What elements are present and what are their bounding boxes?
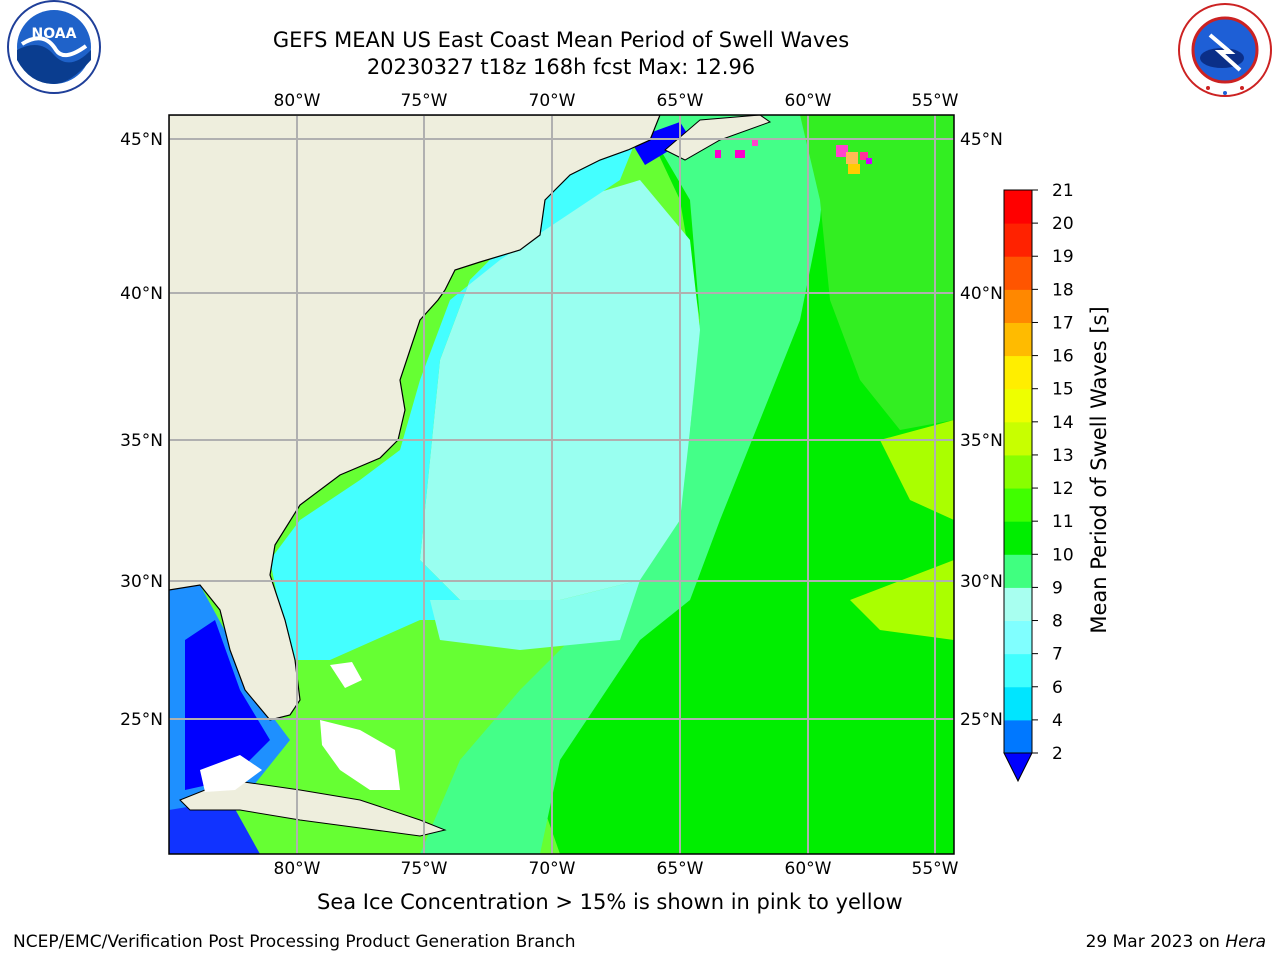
lat-label: 25°N	[960, 710, 1003, 730]
colorbar-min-arrow	[1003, 752, 1033, 783]
colorbar-segment	[1004, 256, 1032, 290]
colorbar-segment	[1004, 719, 1032, 754]
colorbar-tick-label: 20	[1052, 214, 1074, 234]
colorbar-segment	[1004, 454, 1032, 489]
cuba-land	[179, 779, 447, 837]
colorbar-label: Mean Period of Swell Waves [s]	[1087, 306, 1111, 633]
lon-label: 80°W	[274, 91, 321, 111]
swell-field-8s-south	[430, 580, 640, 650]
colorbar-segment	[1004, 388, 1032, 423]
colorbar-tick-label: 2	[1052, 744, 1063, 764]
lon-label: 80°W	[274, 859, 321, 879]
lon-label: 65°W	[657, 859, 704, 879]
north-america-land	[169, 115, 661, 721]
sea-ice-note: Sea Ice Concentration > 15% is shown in …	[317, 890, 903, 914]
bahamas-nodata-north	[330, 662, 362, 688]
colorbar-tick-label: 16	[1052, 347, 1074, 367]
colorbar-tick-label: 21	[1052, 181, 1074, 201]
colorbar-segment	[1004, 223, 1032, 257]
map-frame	[168, 114, 955, 855]
nws-logo	[1178, 3, 1272, 97]
caribbean-swell-low	[169, 800, 260, 854]
colorbar-segment	[1004, 653, 1032, 688]
colorbar-tick-label: 18	[1052, 280, 1074, 300]
noaa-logo: NOAA	[7, 0, 101, 94]
colorbar-segment	[1004, 587, 1032, 622]
swell-field-green-9	[420, 115, 830, 854]
organization-credit: NCEP/EMC/Verification Post Processing Pr…	[13, 932, 576, 952]
colorbar: 2 4 6 7 8 9 10 11 12 13 14 15 16 17 18 19 20 21	[1003, 181, 1074, 783]
swell-field-green-east	[800, 115, 954, 430]
lon-label: 75°W	[401, 91, 448, 111]
colorbar-tick-label: 13	[1052, 446, 1074, 466]
sea-ice-markers	[715, 140, 872, 174]
map-plot-area	[169, 115, 954, 854]
lat-labels-left: 45°N 40°N 35°N 30°N 25°N	[120, 130, 163, 730]
lat-label: 45°N	[120, 130, 163, 150]
gulf-of-maine-swell-low	[630, 122, 690, 165]
noaa-logo-text: NOAA	[32, 26, 77, 42]
lon-label: 55°W	[912, 859, 959, 879]
forecast-subtitle: 20230327 t18z 168h fcst Max: 12.96	[366, 55, 756, 79]
lon-label: 55°W	[912, 91, 959, 111]
colorbar-tick-label: 10	[1052, 545, 1074, 565]
colorbar-tick-label: 8	[1052, 612, 1063, 632]
swell-field-6s	[270, 130, 640, 660]
lon-label: 60°W	[785, 859, 832, 879]
colorbar-tick-label: 4	[1052, 711, 1063, 731]
colorbar-segment	[1004, 421, 1032, 456]
colorbar-tick-label: 15	[1052, 380, 1074, 400]
colorbar-segment	[1004, 488, 1032, 522]
colorbar-segment	[1004, 355, 1032, 390]
lon-label: 65°W	[657, 91, 704, 111]
graticule	[169, 115, 954, 854]
lon-label: 75°W	[401, 859, 448, 879]
lat-labels-right: 45°N 40°N 35°N 30°N 25°N	[960, 130, 1003, 730]
lat-label: 30°N	[960, 572, 1003, 592]
generation-date: 29 Mar 2023 on Hera	[1086, 932, 1266, 952]
lat-label: 45°N	[960, 130, 1003, 150]
lat-label: 35°N	[960, 431, 1003, 451]
colorbar-tick-label: 17	[1052, 313, 1074, 333]
lat-label: 25°N	[120, 710, 163, 730]
lat-label: 30°N	[120, 572, 163, 592]
colorbar-segment	[1004, 322, 1032, 357]
colorbar-segment	[1004, 190, 1032, 224]
colorbar-frame	[1003, 189, 1033, 754]
bahamas-nodata	[320, 720, 400, 790]
date-text: 29 Mar 2023 on	[1085, 932, 1226, 952]
lat-label: 40°N	[960, 284, 1003, 304]
colorbar-segment	[1004, 289, 1032, 323]
map-title: GEFS MEAN US East Coast Mean Period of S…	[272, 28, 850, 52]
lon-label: 60°W	[785, 91, 832, 111]
colorbar-tick-label: 14	[1052, 413, 1074, 433]
colorbar-tick-label: 6	[1052, 678, 1063, 698]
machine-name: Hera	[1225, 932, 1266, 952]
colorbar-tick-label: 9	[1052, 578, 1063, 598]
lon-labels-bottom: 80°W 75°W 70°W 65°W 60°W 55°W	[274, 859, 959, 879]
colorbar-segment	[1004, 554, 1032, 588]
lon-label: 70°W	[529, 91, 576, 111]
nova-scotia-land	[664, 115, 772, 161]
colorbar-segment	[1004, 521, 1032, 555]
lat-label: 35°N	[120, 431, 163, 451]
lon-label: 70°W	[529, 859, 576, 879]
colorbar-tick-label: 19	[1052, 247, 1074, 267]
lon-labels-top: 80°W 75°W 70°W 65°W 60°W 55°W	[274, 91, 959, 111]
florida-keys-nodata	[200, 755, 262, 792]
colorbar-tick-label: 11	[1052, 512, 1074, 532]
colorbar-segment	[1004, 620, 1032, 655]
colorbar-segment	[1004, 686, 1032, 721]
lat-label: 40°N	[120, 284, 163, 304]
gulf-swell-low	[185, 620, 270, 790]
colorbar-tick-label: 7	[1052, 645, 1063, 665]
colorbar-tick-label: 12	[1052, 479, 1074, 499]
swell-field-8s	[420, 180, 700, 600]
